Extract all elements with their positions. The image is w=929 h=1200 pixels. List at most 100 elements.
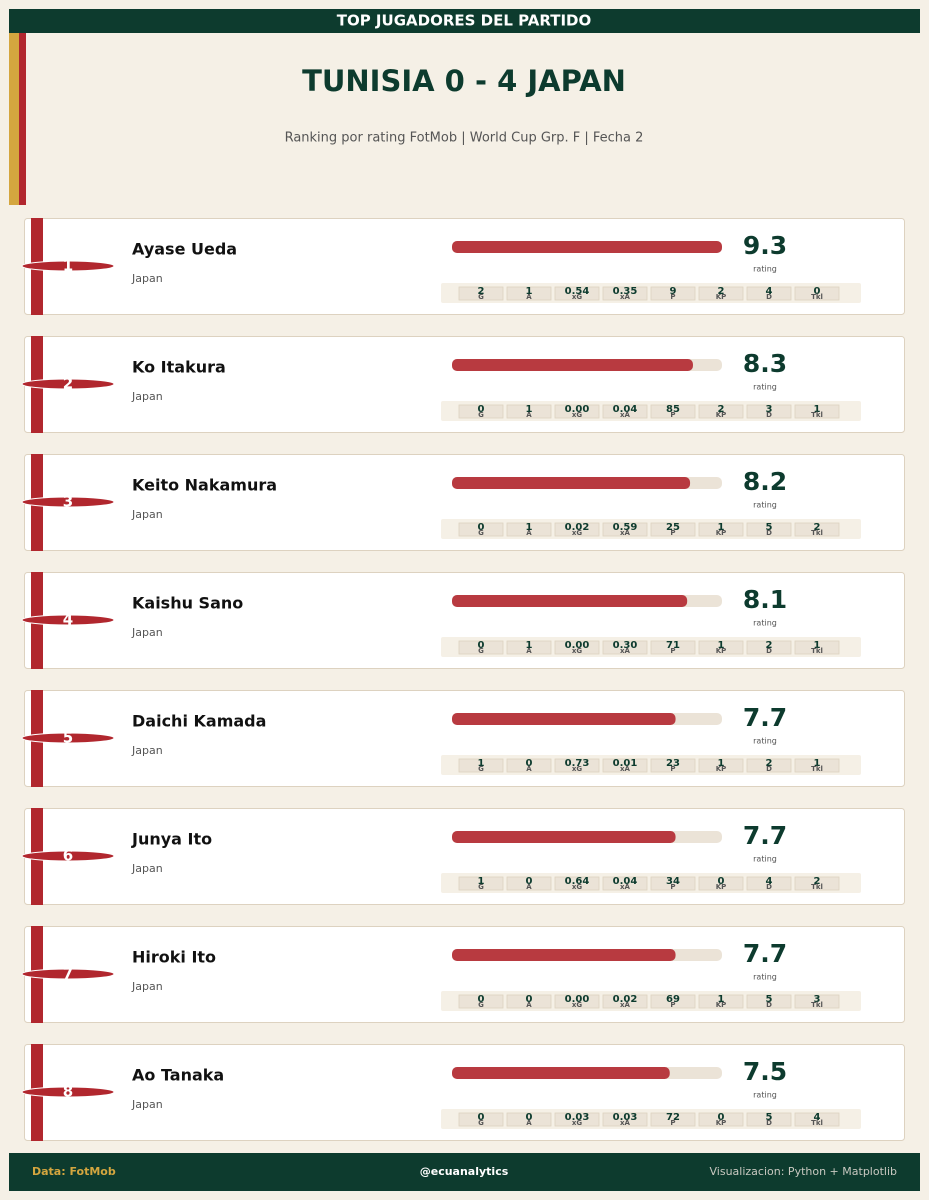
stat-value: 1: [718, 522, 725, 533]
stat-label: Tkl: [811, 1001, 823, 1009]
stat-cell: [554, 522, 600, 537]
stat-value: 1: [814, 640, 821, 651]
rank: 7: [63, 965, 73, 983]
stat-value: 0: [718, 876, 725, 887]
stat-label: P: [670, 765, 675, 773]
stat-value: 0.54: [565, 286, 590, 297]
stat-cell: [698, 876, 744, 891]
stat-label: D: [766, 883, 772, 891]
player-name: Hiroki Ito: [132, 948, 216, 967]
stat-value: 0.03: [613, 1112, 638, 1123]
stat-cell: [602, 1112, 648, 1127]
stat-label: G: [478, 411, 484, 419]
rank: 2: [63, 375, 73, 393]
stat-cell: [506, 876, 552, 891]
stat-value: 0.02: [565, 522, 590, 533]
stat-cell: [650, 640, 696, 655]
stat-label: A: [526, 411, 532, 419]
rating-label: rating: [753, 1091, 777, 1100]
stat-value: 1: [718, 758, 725, 769]
stat-label: P: [670, 529, 675, 537]
stat-value: 0: [814, 286, 821, 297]
stat-value: 0: [478, 522, 485, 533]
stat-label: G: [478, 1001, 484, 1009]
rating-label: rating: [753, 501, 777, 510]
stat-value: 5: [766, 1112, 773, 1123]
stat-label: A: [526, 883, 532, 891]
rank: 1: [63, 257, 73, 275]
stat-cell: [602, 404, 648, 419]
stat-value: 69: [666, 994, 680, 1005]
stat-value: 1: [718, 640, 725, 651]
stat-label: P: [670, 1119, 675, 1127]
stat-value: 0.00: [565, 404, 590, 415]
rating-label: rating: [753, 737, 777, 746]
stat-cell: [746, 994, 792, 1009]
stat-label: G: [478, 293, 484, 301]
rating-bar: [452, 359, 693, 371]
stat-value: 0: [478, 404, 485, 415]
stat-cell: [458, 640, 504, 655]
stat-label: Tkl: [811, 293, 823, 301]
stat-value: 1: [814, 404, 821, 415]
stat-cell: [554, 1112, 600, 1127]
rank: 5: [63, 729, 73, 747]
player-team: Japan: [131, 272, 163, 285]
stat-label: P: [670, 647, 675, 655]
banner-text: TOP JUGADORES DEL PARTIDO: [337, 12, 592, 30]
stat-label: A: [526, 1001, 532, 1009]
stat-value: 0: [478, 640, 485, 651]
footer-handle: @ecuanalytics: [420, 1165, 509, 1178]
player-name: Ko Itakura: [132, 358, 226, 377]
stat-cell: [698, 994, 744, 1009]
stat-cell: [650, 522, 696, 537]
stat-value: 4: [766, 876, 773, 887]
stat-value: 2: [718, 404, 725, 415]
rank-badge: [21, 614, 115, 626]
stat-value: 0.00: [565, 994, 590, 1005]
stat-cell: [458, 758, 504, 773]
stat-label: D: [766, 293, 772, 301]
stat-label: xA: [620, 1001, 631, 1009]
rank-badge: [21, 260, 115, 272]
stat-value: 4: [766, 286, 773, 297]
stat-value: 0.35: [613, 286, 638, 297]
rating-bar: [452, 241, 722, 253]
rank-badge: [21, 968, 115, 980]
rank: 4: [63, 611, 73, 629]
stat-cell: [650, 404, 696, 419]
rating-bar: [452, 477, 691, 489]
stat-value: 0.04: [613, 876, 638, 887]
stat-cell: [602, 286, 648, 301]
player-team: Japan: [131, 862, 163, 875]
stat-cell: [794, 404, 840, 419]
rating-label: rating: [753, 855, 777, 864]
rank: 6: [63, 847, 73, 865]
stat-value: 9: [670, 286, 677, 297]
stat-cell: [746, 640, 792, 655]
stat-value: 1: [526, 286, 533, 297]
stat-cell: [554, 286, 600, 301]
stat-cell: [602, 876, 648, 891]
stat-cell: [794, 994, 840, 1009]
stat-value: 1: [478, 876, 485, 887]
stat-value: 0: [478, 1112, 485, 1123]
stat-label: KP: [716, 1001, 727, 1009]
stat-label: xA: [620, 883, 631, 891]
stat-value: 23: [666, 758, 680, 769]
stat-value: 1: [526, 404, 533, 415]
stat-cell: [458, 404, 504, 419]
stat-value: 0.30: [613, 640, 638, 651]
stat-label: KP: [716, 765, 727, 773]
stat-label: P: [670, 1001, 675, 1009]
stat-cell: [602, 994, 648, 1009]
stat-label: KP: [716, 529, 727, 537]
stat-cell: [506, 522, 552, 537]
stat-value: 1: [718, 994, 725, 1005]
player-team: Japan: [131, 508, 163, 521]
stat-cell: [458, 994, 504, 1009]
stat-label: KP: [716, 647, 727, 655]
stat-value: 0.64: [565, 876, 590, 887]
stat-cell: [602, 640, 648, 655]
rating-value: 7.5: [743, 1057, 787, 1086]
